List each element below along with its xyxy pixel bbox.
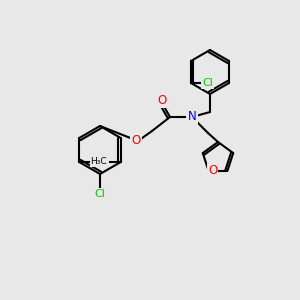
Text: Cl: Cl: [202, 78, 213, 88]
Text: CH₃: CH₃: [92, 158, 109, 166]
Text: H₃C: H₃C: [91, 158, 107, 166]
Text: O: O: [131, 134, 141, 148]
Text: N: N: [188, 110, 196, 124]
Text: O: O: [158, 94, 166, 106]
Text: Cl: Cl: [94, 189, 105, 199]
Text: O: O: [208, 164, 217, 177]
